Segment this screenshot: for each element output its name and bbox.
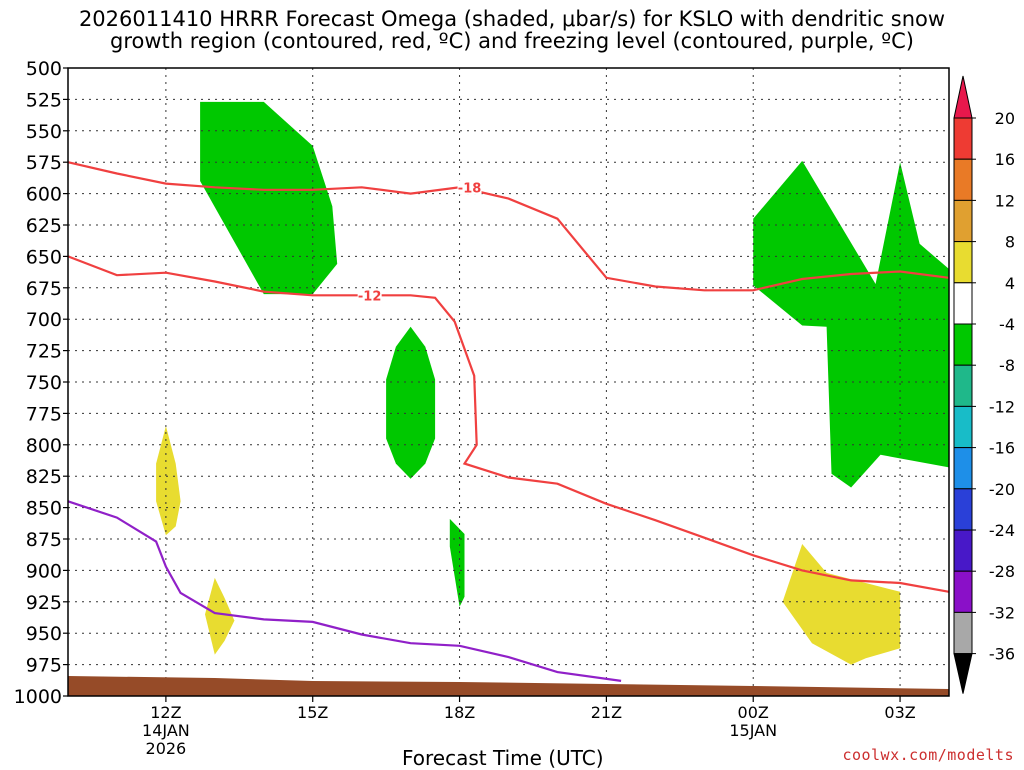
colorbar-label-1: 16 [995,150,1015,169]
y-tick-label-850: 850 [26,498,62,520]
colorbar-swatch-7 [953,364,973,407]
x-tick-label-15Z: 15Z [297,703,328,722]
contour-line-3 [67,500,622,682]
colorbar-label-2: 12 [995,191,1015,210]
y-tick-label-800: 800 [26,435,62,457]
colorbar-label-7: -12 [989,397,1015,416]
contour-label-1: -18 [458,181,482,196]
colorbar-swatch-4 [953,241,973,284]
x-tick-label-21Z: 21Z [591,703,622,722]
chart-title-line1: 2026011410 HRRR Forecast Omega (shaded, … [78,7,946,31]
colorbar-swatch-10 [953,488,973,531]
omega-shaded-regions [156,101,949,665]
y-tick-label-625: 625 [26,215,62,237]
colorbar-swatch-12 [953,570,973,613]
contour-line-2 [67,255,950,593]
omega-region-1 [200,101,338,295]
y-tick-label-950: 950 [26,623,62,645]
omega-region-4 [753,160,949,488]
omega-region-7 [782,544,901,665]
y-tick-label-575: 575 [26,152,62,174]
y-tick-label-700: 700 [26,309,62,331]
y-tick-label-600: 600 [26,184,62,206]
colorbar-label-6: -8 [999,356,1015,375]
colorbar-swatch-13 [953,611,973,655]
y-tick-label-1000: 1000 [14,686,62,708]
colorbar-label-4: 4 [1005,274,1015,293]
colorbar-label-3: 8 [1005,233,1015,252]
x-tick-label-03Z: 03Z [884,703,915,722]
colorbar-label-13: -36 [989,645,1015,664]
contour-lines: -18 -12 [67,161,950,682]
y-axis-ticks: 500 525 550 575 600 625 650 675 700 725 750 775 800 8… [14,58,68,708]
omega-region-5 [156,426,181,536]
colorbar: 20 16 12 8 4 -4 -8 -12 -16 -20 -24 -28 -32 -36 [953,75,1015,694]
colorbar-swatch-8 [953,405,973,449]
y-tick-label-775: 775 [26,403,62,425]
terrain-polygon [68,676,949,696]
y-tick-label-725: 725 [26,341,62,363]
site-credit: coolwx.com/modelts [842,746,1014,764]
y-tick-label-925: 925 [26,592,62,614]
x-tick-date-12Z: 14JAN [142,721,190,740]
colorbar-swatch-1 [953,117,973,160]
terrain-fill [68,676,949,696]
colorbar-top-arrow [953,75,973,119]
y-tick-label-650: 650 [26,246,62,268]
x-tick-label-18Z: 18Z [444,703,475,722]
y-tick-label-750: 750 [26,372,62,394]
contour-label-2: -12 [358,289,382,304]
x-tick-year-12Z: 2026 [146,739,187,758]
colorbar-label-0: 20 [995,109,1015,128]
colorbar-bottom-arrow [953,653,973,694]
colorbar-label-11: -28 [989,562,1015,581]
omega-region-2 [386,326,436,479]
y-tick-label-500: 500 [26,58,62,80]
colorbar-label-12: -32 [989,603,1015,622]
colorbar-swatch-5 [953,282,973,325]
chart-title-line2: growth region (contoured, red, ºC) and f… [110,29,914,53]
colorbar-swatch-6 [953,323,973,366]
colorbar-swatch-3 [953,199,973,243]
y-tick-label-975: 975 [26,655,62,677]
x-tick-label-12Z: 12Z [150,703,181,722]
x-tick-label-00Z: 00Z [738,703,769,722]
colorbar-swatch-9 [953,447,973,490]
y-tick-label-825: 825 [26,466,62,488]
colorbar-swatch-2 [953,158,973,201]
colorbar-swatch-11 [953,529,973,572]
colorbar-label-8: -16 [989,439,1015,458]
omega-region-6 [205,577,235,655]
colorbar-label-10: -24 [989,521,1015,540]
x-axis-label: Forecast Time (UTC) [402,746,604,770]
y-tick-label-875: 875 [26,529,62,551]
x-tick-date-00Z: 15JAN [729,721,777,740]
y-tick-label-525: 525 [26,89,62,111]
omega-region-3 [449,518,465,607]
contour-label-bg-2 [357,288,382,303]
contour-label-bg-1 [457,180,482,195]
colorbar-label-5: -4 [999,315,1015,334]
y-tick-label-675: 675 [26,278,62,300]
y-tick-label-900: 900 [26,560,62,582]
y-tick-label-550: 550 [26,121,62,143]
chart-title: 2026011410 HRRR Forecast Omega (shaded, … [0,8,1024,52]
contour-line-1 [67,161,950,292]
colorbar-label-9: -20 [989,480,1015,499]
